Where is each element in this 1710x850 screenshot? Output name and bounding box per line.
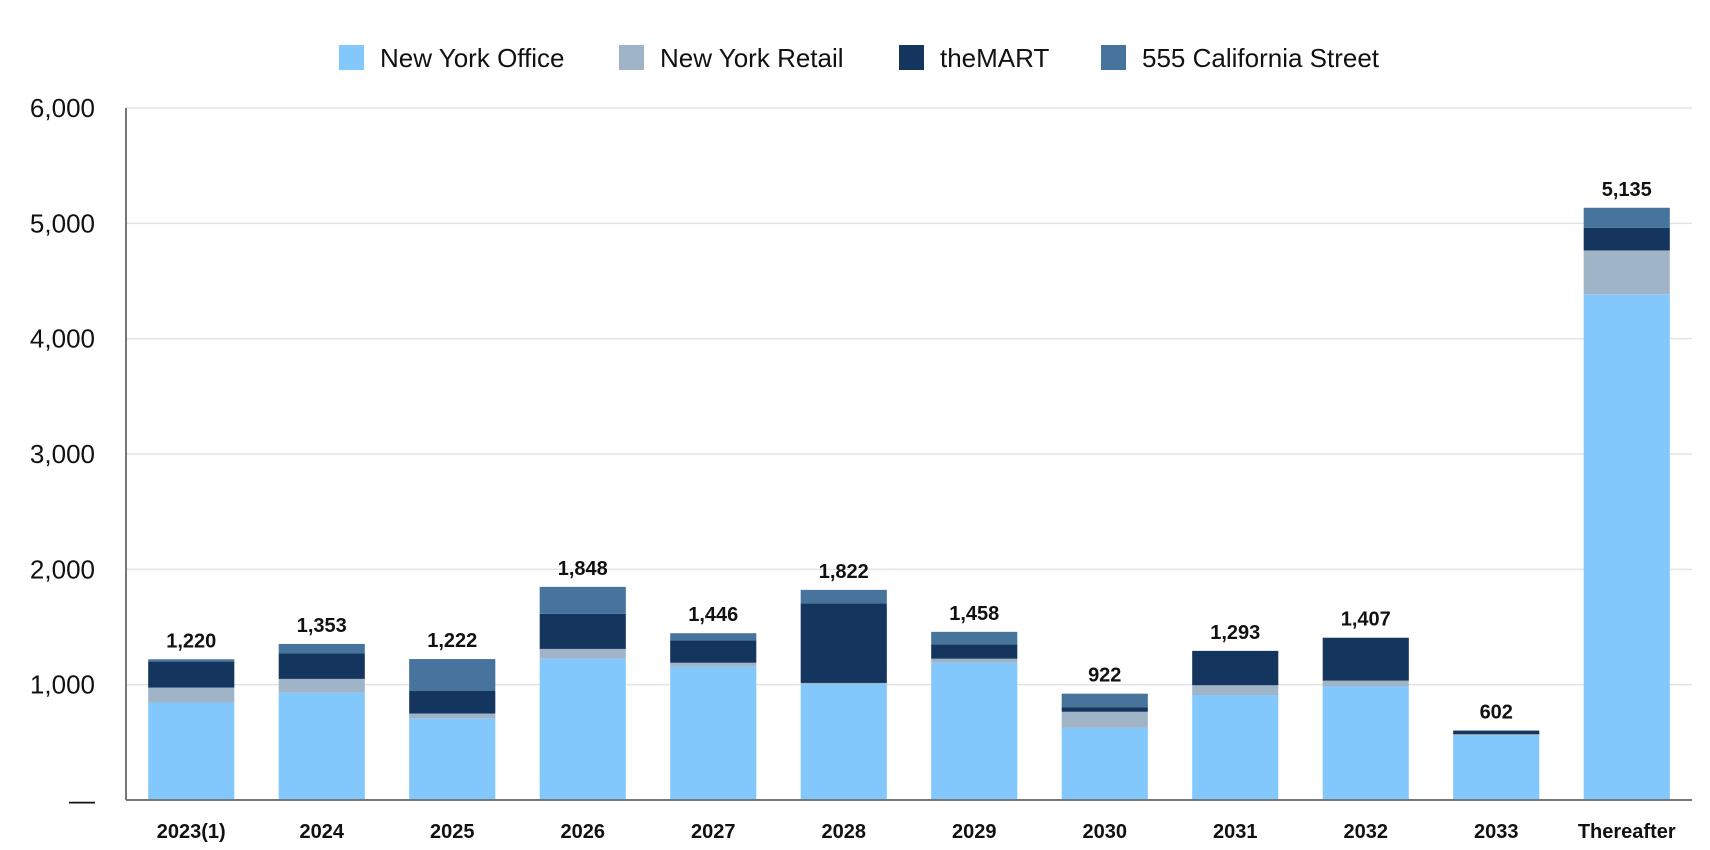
x-tick-label: 2024 bbox=[300, 821, 345, 843]
bar-segment bbox=[278, 692, 365, 800]
bar-segment bbox=[539, 648, 626, 659]
bar-segment bbox=[1061, 693, 1148, 708]
bar-segment bbox=[931, 662, 1018, 800]
bar-segment bbox=[539, 658, 626, 800]
legend-swatch bbox=[1101, 45, 1126, 70]
bar-total-label: 5,135 bbox=[1602, 179, 1652, 201]
bar-segment bbox=[1322, 637, 1409, 681]
x-tick-label: 2031 bbox=[1213, 821, 1258, 843]
bar-total-label: 922 bbox=[1088, 665, 1121, 687]
y-tick-label: 1,000 bbox=[30, 670, 95, 700]
bar-segment bbox=[1453, 730, 1540, 735]
bar-segment bbox=[800, 603, 887, 683]
bar-total-label: 602 bbox=[1480, 702, 1513, 724]
y-tick-label: 2,000 bbox=[30, 554, 95, 584]
x-tick-label: 2033 bbox=[1474, 821, 1519, 843]
bar-segment bbox=[148, 687, 235, 703]
legend-label: New York Retail bbox=[660, 43, 844, 73]
bar-total-label: 1,822 bbox=[819, 561, 869, 583]
bar-segment bbox=[148, 702, 235, 800]
legend-item: New York Retail bbox=[619, 43, 844, 73]
bar-segment bbox=[539, 613, 626, 649]
y-tick-label: — bbox=[69, 785, 95, 815]
bar-segment bbox=[1322, 680, 1409, 687]
bar-segment bbox=[1583, 250, 1670, 295]
legend-label: theMART bbox=[940, 43, 1049, 73]
total-labels: 1,220 1,353 1,222 1,848 1,446 1,822 1,458 922 1,… bbox=[166, 179, 1652, 724]
legend: New York Office New York Retail theMART 555… bbox=[339, 43, 1380, 73]
legend-label: New York Office bbox=[380, 43, 565, 73]
bar-segment bbox=[1192, 650, 1279, 686]
bar-total-label: 1,220 bbox=[166, 630, 216, 652]
bar-segment bbox=[931, 658, 1018, 663]
legend-item: New York Office bbox=[339, 43, 565, 73]
bar-segment bbox=[931, 631, 1018, 645]
bar-segment bbox=[409, 659, 496, 692]
bar-segment bbox=[931, 644, 1018, 659]
legend-swatch bbox=[619, 45, 644, 70]
x-tick-label: 2025 bbox=[430, 821, 475, 843]
bar-segment bbox=[1453, 735, 1540, 800]
bar-segment bbox=[148, 661, 235, 688]
gridlines bbox=[126, 107, 1692, 686]
x-tick-label: 2023(1) bbox=[157, 821, 226, 843]
bar-segment bbox=[1583, 294, 1670, 800]
bar-segment bbox=[1192, 685, 1279, 696]
bar-segment bbox=[1061, 707, 1148, 712]
bar-segment bbox=[278, 653, 365, 679]
x-tick-label: 2032 bbox=[1344, 821, 1389, 843]
bar-segment bbox=[800, 682, 887, 685]
bar-total-label: 1,407 bbox=[1341, 609, 1391, 631]
bar-segment bbox=[409, 718, 496, 800]
legend-swatch bbox=[899, 45, 924, 70]
bar-segment bbox=[1583, 227, 1670, 251]
legend-label: 555 California Street bbox=[1142, 43, 1380, 73]
bar-segment bbox=[1061, 727, 1148, 800]
bar-segment bbox=[670, 666, 757, 800]
bar-segment bbox=[1192, 695, 1279, 800]
bar-total-label: 1,222 bbox=[427, 630, 477, 652]
bar-segment bbox=[409, 691, 496, 714]
x-tick-label: 2028 bbox=[822, 821, 867, 843]
bars bbox=[148, 207, 1670, 800]
x-tick-label: 2029 bbox=[952, 821, 997, 843]
bar-segment bbox=[670, 640, 757, 663]
bar-total-label: 1,293 bbox=[1210, 622, 1260, 644]
bar-total-label: 1,446 bbox=[688, 604, 738, 626]
x-tick-label: Thereafter bbox=[1578, 821, 1676, 843]
bar-total-label: 1,458 bbox=[949, 603, 999, 625]
bar-segment bbox=[1453, 734, 1540, 736]
x-tick-label: 2027 bbox=[691, 821, 736, 843]
bar-segment bbox=[409, 713, 496, 719]
x-tick-label: 2030 bbox=[1083, 821, 1128, 843]
bar-segment bbox=[670, 662, 757, 667]
bar-segment bbox=[800, 589, 887, 604]
bar-segment bbox=[670, 633, 757, 641]
y-tick-label: 3,000 bbox=[30, 439, 95, 469]
bar-segment bbox=[800, 684, 887, 800]
legend-swatch bbox=[339, 45, 364, 70]
bar-segment bbox=[1583, 207, 1670, 228]
bar-segment bbox=[278, 678, 365, 693]
bar-segment bbox=[148, 659, 235, 662]
bar-segment bbox=[278, 643, 365, 654]
bar-segment bbox=[1322, 686, 1409, 800]
bar-segment bbox=[539, 586, 626, 614]
bar-total-label: 1,848 bbox=[558, 558, 608, 580]
legend-item: theMART bbox=[899, 43, 1049, 73]
legend-item: 555 California Street bbox=[1101, 43, 1380, 73]
y-tick-label: 5,000 bbox=[30, 208, 95, 238]
x-tick-label: 2026 bbox=[561, 821, 606, 843]
bar-segment bbox=[1061, 711, 1148, 728]
y-tick-label: 6,000 bbox=[30, 93, 95, 123]
bar-total-label: 1,353 bbox=[297, 615, 347, 637]
y-axis-ticks: — 1,000 2,000 3,000 4,000 5,000 6,000 bbox=[30, 93, 95, 815]
y-tick-label: 4,000 bbox=[30, 324, 95, 354]
x-axis-ticks: 2023(1) 2024 2025 2026 2027 2028 2029 2030 2031 2… bbox=[157, 821, 1676, 843]
